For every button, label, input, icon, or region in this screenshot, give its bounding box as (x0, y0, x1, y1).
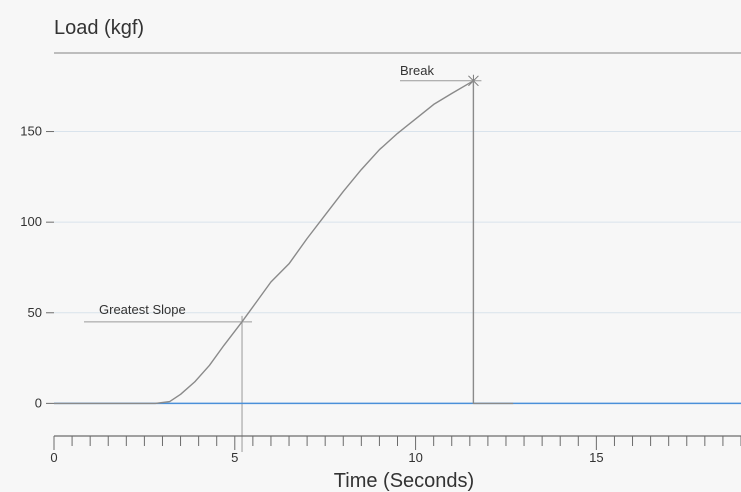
x-axis (53, 435, 741, 450)
series-layer (54, 80, 741, 405)
greatest-slope-label: Greatest Slope (99, 302, 186, 317)
x-tick-label-15: 15 (589, 450, 603, 465)
x-tick-label-5: 5 (231, 450, 238, 465)
x-axis-title: Time (Seconds) (334, 470, 474, 492)
grid-lines (46, 52, 741, 404)
y-axis-title: Load (kgf) (54, 17, 144, 39)
y-tick-label-0: 0 (35, 395, 42, 410)
load-curve (54, 80, 514, 405)
y-tick-label-150: 150 (20, 124, 42, 139)
y-tick-label-50: 50 (28, 305, 42, 320)
break-label: Break (400, 63, 434, 78)
x-tick-label-0: 0 (50, 450, 57, 465)
y-tick-label-100: 100 (20, 214, 42, 229)
x-tick-label-10: 10 (408, 450, 422, 465)
tick-labels: 0 50 100 150 0 5 10 15 Greatest Slope Break (20, 63, 603, 465)
